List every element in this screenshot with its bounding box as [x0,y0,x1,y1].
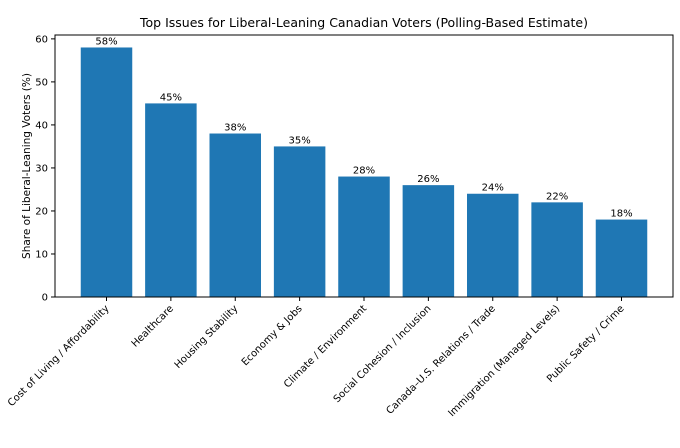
bar [595,219,648,297]
x-tick-label: Economy & Jobs [240,303,305,368]
bar [209,133,261,297]
bar [273,146,326,297]
data-label: 18% [610,209,632,220]
bar [531,202,583,297]
x-tick-label: Housing Stability [173,303,241,371]
y-tick-label: 50 [35,77,48,88]
bar [80,47,133,297]
x-tick-label: Healthcare [130,303,176,349]
y-tick-label: 40 [35,120,48,131]
plot-frame [54,34,674,298]
y-tick-label: 10 [35,249,48,260]
y-tick-label: 30 [35,163,48,174]
y-tick-label: 60 [35,34,48,45]
bar [402,185,455,297]
y-axis-label: Share of Liberal-Leaning Voters (%) [21,73,33,259]
data-label: 22% [546,191,568,202]
y-tick-label: 0 [42,293,48,304]
data-label: 45% [160,92,182,103]
data-label: 35% [289,135,311,146]
y-tick-label: 20 [35,206,48,217]
data-label: 58% [95,36,117,47]
x-tick-label: Canada–U.S. Relations / Trade [385,303,498,416]
data-label: 24% [482,183,504,194]
chart-title: Top Issues for Liberal-Leaning Canadian … [139,15,588,30]
bar [338,176,390,297]
x-tick-label: Immigration (Managed Levels) [446,303,562,419]
bar [145,103,197,298]
data-label: 26% [417,174,439,185]
data-label: 38% [224,123,246,134]
x-tick-label: Cost of Living / Affordability [6,303,112,409]
bar [467,193,519,297]
data-label: 28% [353,166,375,177]
